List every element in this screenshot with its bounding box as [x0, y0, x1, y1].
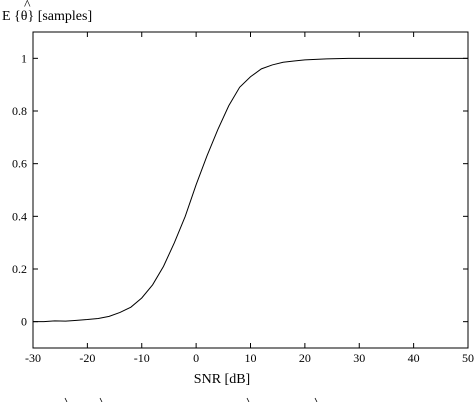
y-tick-label: 0.4 [12, 209, 27, 223]
x-tick-label: -30 [25, 351, 41, 365]
x-tick-label: 50 [462, 351, 474, 365]
plot-frame [32, 31, 469, 349]
x-tick-label: 40 [408, 351, 420, 365]
y-axis-label: E {θ} [samples] [2, 9, 92, 24]
y-tick-label: 1 [21, 51, 27, 65]
x-tick-label: 30 [353, 351, 365, 365]
series-line [33, 57, 468, 323]
bottom-edge-artifacts [64, 397, 318, 402]
y-tick-label: 0 [21, 315, 27, 329]
x-ticks: -30 -20 -10 0 10 20 30 40 50 [25, 32, 474, 365]
x-tick-label: -10 [134, 351, 150, 365]
x-axis-label: SNR [dB] [194, 372, 250, 387]
x-tick-label: 0 [193, 351, 199, 365]
x-tick-label: -20 [79, 351, 95, 365]
y-tick-label: 0.2 [12, 262, 27, 276]
x-tick-label: 20 [299, 351, 311, 365]
y-axis-label-accent: ^ [24, 0, 31, 13]
y-ticks: 0 0.2 0.4 0.6 0.8 1 [12, 51, 468, 329]
y-tick-label: 0.8 [12, 104, 27, 118]
x-tick-label: 10 [245, 351, 257, 365]
y-tick-label: 0.6 [12, 157, 27, 171]
